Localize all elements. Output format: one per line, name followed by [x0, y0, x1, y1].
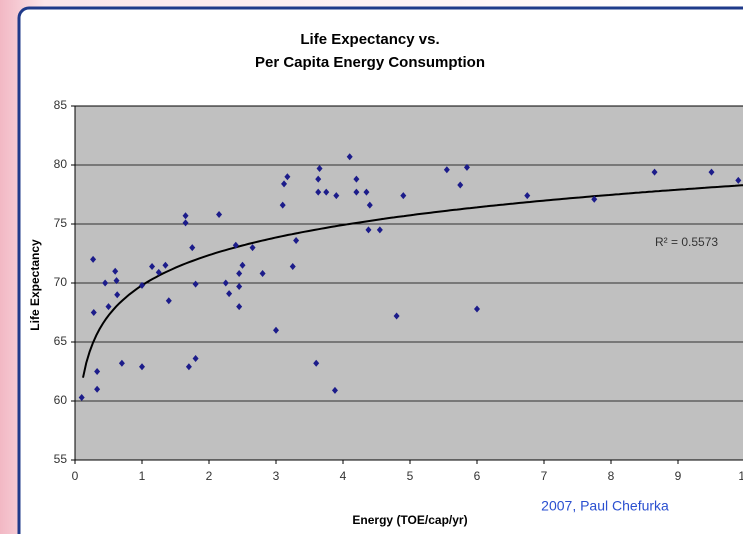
point [182, 212, 189, 220]
point [139, 281, 145, 289]
point [226, 290, 233, 298]
point [315, 175, 322, 183]
point [316, 165, 323, 173]
point [376, 226, 383, 234]
point [185, 363, 192, 371]
point [393, 312, 400, 320]
point [105, 303, 112, 311]
point [149, 262, 156, 270]
point [331, 386, 338, 394]
credit: 2007, Paul Chefurka [541, 498, 669, 514]
point [346, 153, 353, 161]
point [463, 163, 470, 171]
point [249, 244, 256, 252]
point [192, 355, 199, 363]
y-tick-label: 85 [54, 98, 68, 112]
point [114, 291, 121, 299]
x-tick-label: 4 [340, 469, 347, 483]
point [279, 201, 286, 209]
y-tick-label: 80 [54, 157, 68, 171]
chart-title: Per Capita Energy Consumption [255, 54, 485, 71]
point [139, 363, 145, 371]
x-tick-label: 7 [541, 469, 548, 483]
x-tick-label: 5 [407, 469, 414, 483]
point [232, 241, 239, 249]
trendline [82, 184, 743, 378]
y-axis-label: Life Expectancy [28, 239, 42, 331]
point [323, 188, 330, 196]
point [216, 211, 223, 219]
point [400, 192, 407, 200]
x-tick-label: 0 [72, 469, 79, 483]
point [708, 168, 715, 176]
point [189, 244, 196, 252]
x-tick-label: 8 [608, 469, 615, 483]
point [273, 326, 279, 334]
y-tick-label: 75 [54, 216, 68, 230]
point [365, 226, 372, 234]
chart-title: Life Expectancy vs. [300, 31, 439, 48]
x-tick-label: 1 [139, 469, 146, 483]
point [651, 168, 658, 176]
point [293, 237, 300, 245]
point [313, 359, 320, 367]
point [94, 385, 101, 393]
x-tick-label: 6 [474, 469, 481, 483]
x-tick-label: 3 [273, 469, 280, 483]
point [457, 181, 464, 189]
point [239, 261, 246, 269]
x-tick-label: 2 [206, 469, 213, 483]
y-tick-label: 60 [54, 393, 68, 407]
annotation: R² = 0.5573 [655, 235, 718, 249]
point [289, 262, 296, 270]
x-tick-label: 9 [675, 469, 682, 483]
point [94, 368, 101, 375]
point [90, 309, 97, 316]
point [591, 195, 598, 203]
point [155, 268, 162, 276]
point [366, 201, 373, 209]
point [102, 279, 109, 287]
point [363, 188, 370, 196]
point [353, 188, 360, 196]
x-axis-label: Energy (TOE/cap/yr) [352, 513, 467, 527]
point [192, 280, 199, 288]
y-tick-label: 55 [54, 452, 68, 466]
point [112, 267, 119, 275]
point [165, 297, 172, 305]
point [333, 192, 340, 200]
point [524, 192, 531, 200]
point [281, 180, 288, 188]
point [78, 393, 85, 401]
point [113, 277, 120, 285]
point [315, 188, 322, 196]
point [474, 305, 480, 313]
point [118, 359, 125, 367]
point [182, 219, 189, 227]
point [443, 166, 450, 174]
point [259, 270, 266, 278]
point [284, 173, 291, 181]
point [162, 261, 169, 269]
point [236, 303, 243, 311]
point [90, 255, 97, 263]
point [236, 270, 243, 278]
point [222, 279, 229, 287]
point [735, 176, 742, 184]
x-tick-label: 10 [738, 469, 743, 483]
y-tick-label: 70 [54, 275, 68, 289]
point [236, 283, 243, 291]
y-tick-label: 65 [54, 334, 68, 348]
point [353, 175, 360, 183]
